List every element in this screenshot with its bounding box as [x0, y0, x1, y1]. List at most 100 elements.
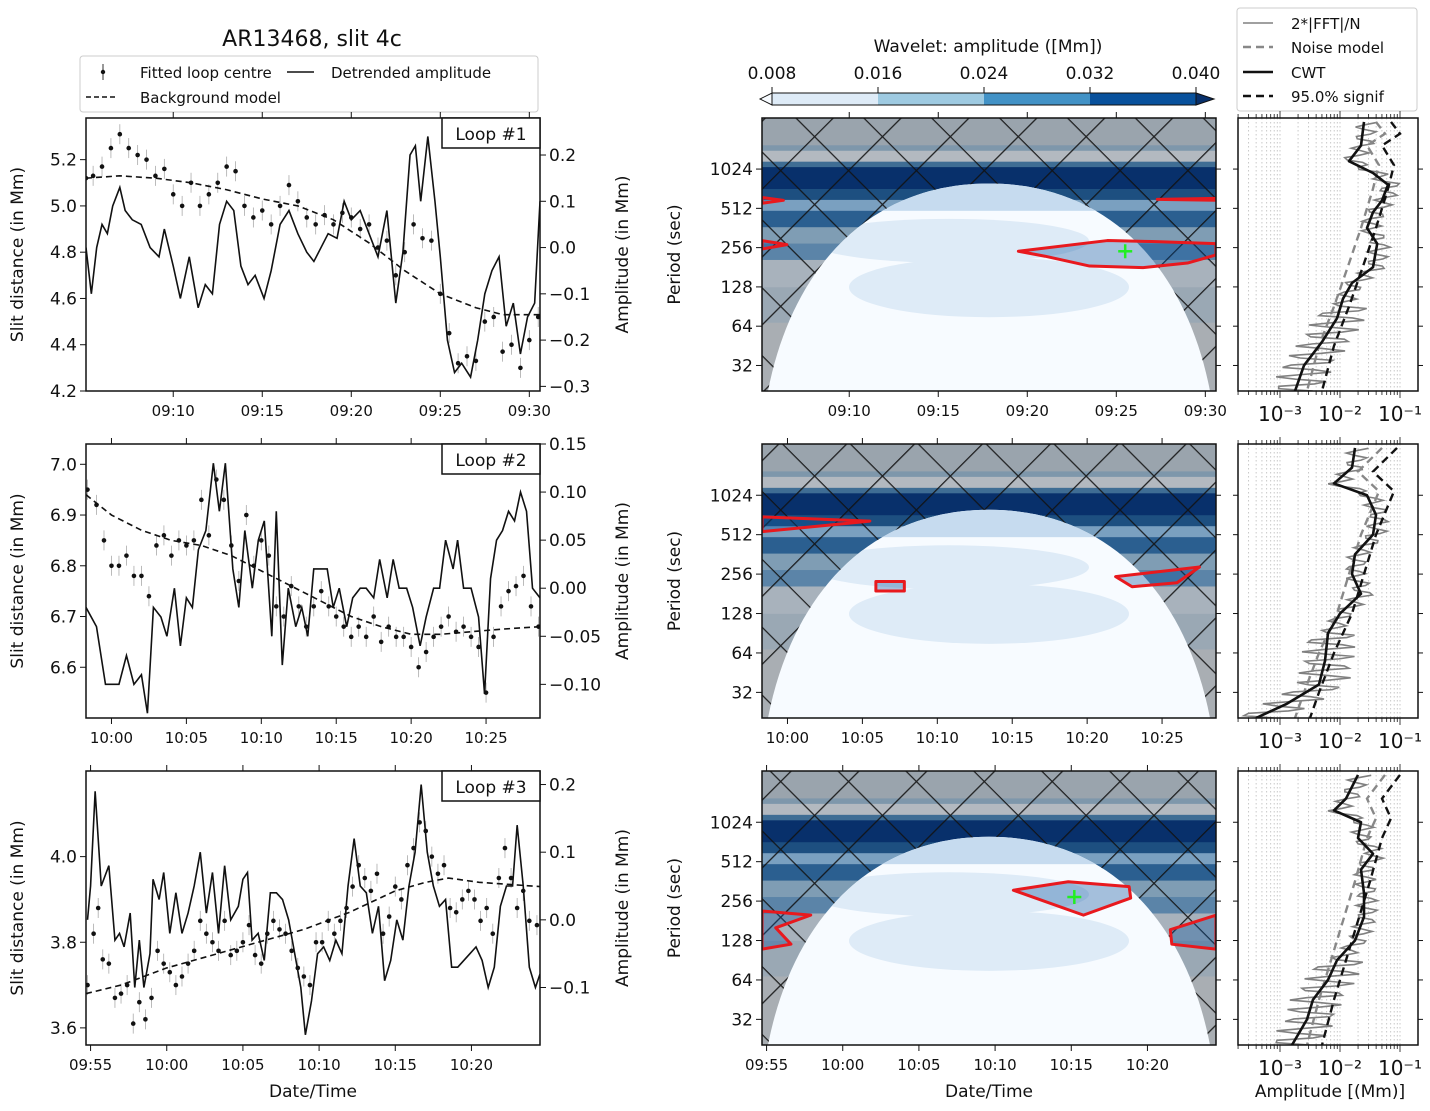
fitted-loop-centre-point	[405, 862, 410, 868]
fitted-loop-centre-point	[521, 573, 526, 579]
axes-frame	[1237, 770, 1419, 1046]
fitted-loop-centre-point	[484, 905, 489, 911]
x-tick-label: 09:25	[1095, 402, 1138, 420]
wavelet-fill	[849, 583, 1129, 644]
legend-fft-label: 2*|FFT|/N	[1291, 15, 1361, 33]
fitted-loop-centre-point	[204, 931, 209, 936]
fitted-loop-centre-point	[252, 952, 258, 958]
y-tick-label: 4.2	[50, 382, 77, 402]
y2-tick-label: −0.3	[549, 377, 590, 397]
y-axis-label-amplitude: Amplitude (in Mm)	[613, 829, 633, 987]
fitted-loop-centre-point	[206, 533, 212, 538]
fft-tick-label: 10⁻³	[1258, 729, 1302, 753]
x-tick-label: 09:20	[1006, 402, 1049, 420]
fitted-loop-centre-point	[130, 1021, 136, 1026]
significance-contour	[1155, 196, 1216, 202]
period-tick-label: 128	[721, 932, 753, 952]
fitted-loop-centre-point	[161, 533, 167, 538]
x-tick-label: 10:20	[450, 1056, 493, 1074]
fitted-loop-centre-point	[259, 208, 265, 213]
x-tick-label: 10:20	[1066, 729, 1109, 747]
fitted-loop-centre-point	[338, 918, 343, 924]
fitted-loop-centre-point	[393, 273, 399, 278]
significance-contour	[1168, 913, 1216, 951]
fitted-loop-centre-point	[482, 319, 488, 324]
fitted-loop-centre-point	[332, 931, 337, 936]
significance-contour	[762, 195, 785, 205]
x-tick-label: 10:25	[1140, 729, 1183, 747]
y2-tick-label: −0.10	[549, 675, 601, 695]
fitted-loop-centre-point	[356, 624, 361, 629]
fitted-loop-centre-point	[441, 862, 447, 868]
coi-hatch	[762, 444, 1216, 718]
fitted-loop-centre-point	[429, 854, 435, 859]
fitted-loop-centre-point	[206, 192, 212, 197]
fft-axes: 10⁻³ 10⁻² 10⁻¹	[1233, 437, 1423, 753]
fitted-loop-centre-point	[366, 222, 372, 227]
fitted-loop-centre-point	[173, 982, 179, 988]
fitted-loop-centre-point	[464, 353, 470, 359]
period-tick-label: 128	[721, 605, 753, 625]
fft-tick-label: 10⁻¹	[1378, 1056, 1422, 1080]
x-tick-label: 10:25	[464, 729, 507, 747]
fft-tick-label: 10⁻²	[1318, 402, 1362, 426]
fitted-loop-centre-point	[137, 999, 142, 1005]
fitted-loop-centre-point	[313, 222, 318, 227]
significance-contour	[1114, 565, 1202, 589]
significance-line	[1320, 774, 1401, 1045]
y-axis-label-period: Period (sec)	[665, 531, 685, 631]
significance-line	[1308, 447, 1398, 718]
x-tick-label: 10:15	[1050, 1056, 1093, 1074]
fft-tick-label: 10⁻³	[1258, 1056, 1302, 1080]
fitted-loop-centre-point	[116, 563, 122, 569]
wavelet-axes: 32 64 128 256 512 1024 09:55 10:00 10:05 10:10 10:…	[665, 765, 1221, 1074]
fitted-loop-centre-point	[535, 314, 540, 320]
fitted-loop-centre-point	[478, 918, 483, 924]
y2-tick-label: 0.05	[549, 531, 587, 551]
significance-contour	[762, 239, 789, 251]
fitted-loop-centre-point	[86, 487, 90, 492]
legend-cwt: CWT	[1291, 64, 1326, 82]
fitted-loop-centre-point	[446, 330, 452, 336]
background-model-line	[86, 494, 540, 636]
loop-label-text: Loop #1	[455, 125, 526, 145]
fitted-loop-centre-point	[135, 152, 140, 158]
x-tick-label: 10:20	[1126, 1056, 1169, 1074]
fitted-loop-centre-point	[518, 365, 523, 371]
fitted-loop-centre-point	[118, 991, 124, 996]
fitted-loop-centre-point	[112, 995, 118, 1001]
period-tick-label: 512	[721, 526, 753, 546]
fitted-loop-centre-point	[281, 614, 287, 619]
fitted-loop-centre-point	[371, 614, 376, 619]
period-tick-label: 1024	[710, 160, 753, 180]
fitted-loop-centre-point	[350, 884, 355, 889]
colorbar-segment	[878, 93, 984, 105]
x-tick-label: 10:00	[821, 1056, 864, 1074]
fitted-loop-centre-point	[124, 553, 129, 558]
loop-label-box	[441, 117, 541, 149]
y-tick-label: 6.8	[50, 557, 77, 577]
fitted-loop-centre-point	[240, 939, 246, 945]
colorbar-tick-label: 0.008	[748, 64, 797, 84]
fitted-loop-centre-point	[411, 222, 416, 227]
significance-contour	[762, 515, 872, 534]
period-tick-label: 512	[721, 853, 753, 873]
fitted-loop-centre-point	[283, 931, 288, 936]
fitted-loop-centre-point	[461, 624, 466, 629]
colorbar-segment	[772, 93, 878, 105]
wavelet-fill	[849, 910, 1129, 971]
fitted-loop-centre-point	[251, 215, 256, 220]
y-tick-label: 3.6	[50, 1019, 77, 1039]
x-tick-label: 10:15	[315, 729, 358, 747]
fitted-loop-centre-point	[242, 203, 247, 209]
fitted-loop-centre-point	[311, 604, 317, 609]
colorbar: Wavelet: amplitude ([Mm]) 0.008 0.016 0.02…	[748, 37, 1220, 106]
x-tick-label: 10:00	[766, 729, 809, 747]
y2-tick-label: −0.1	[549, 285, 590, 305]
y-axis-label-slit-distance: Slit distance (in Mm)	[8, 167, 28, 342]
fitted-loop-centre-point	[438, 624, 444, 629]
loop-label-box	[441, 443, 541, 475]
fitted-loop-centre-point	[446, 614, 451, 619]
fitted-loop-centre-point	[191, 538, 197, 543]
loop-label: Loop #1	[441, 117, 541, 149]
